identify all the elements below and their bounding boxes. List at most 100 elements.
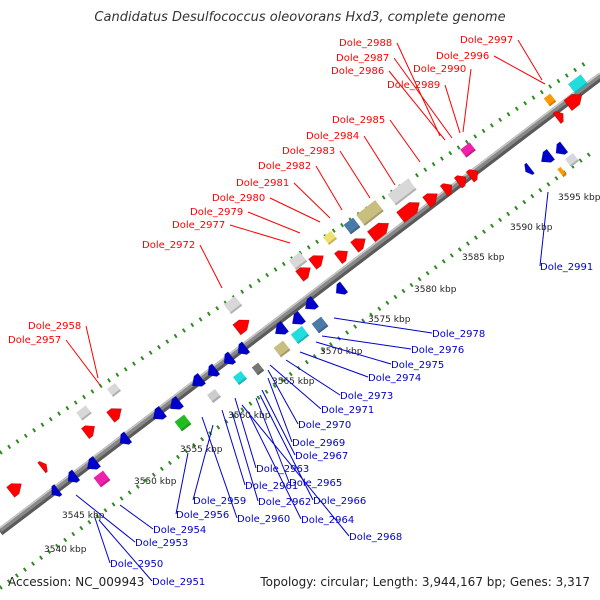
leader-dole-2953	[75, 494, 136, 543]
feature-box-11-shade	[548, 99, 557, 107]
feature-box-19	[290, 325, 310, 345]
locus-label-dole-2977: Dole_2977	[172, 220, 225, 231]
feature-box-13-shade	[562, 173, 567, 178]
feature-box-1-shade	[81, 411, 92, 421]
genome-backbone	[0, 73, 600, 532]
feature-box-6	[343, 217, 361, 235]
leader-dole-2983	[339, 150, 371, 199]
scale-label-3595-kbp: 3595 kbp	[558, 193, 600, 203]
feature-box-14	[93, 470, 111, 488]
leader-dole-2960	[201, 416, 238, 519]
upper-gene-12	[422, 193, 438, 208]
leader-dole-2970	[267, 369, 299, 425]
backbone-highlight	[0, 72, 600, 529]
upper-gene-16	[563, 93, 583, 112]
scale-label-3590-kbp: 3590 kbp	[510, 223, 553, 233]
scale-label-3580-kbp: 3580 kbp	[414, 285, 457, 295]
feature-box-4	[288, 251, 308, 271]
locus-label-dole-2971: Dole_2971	[321, 405, 374, 416]
leader-dole-2972	[199, 244, 223, 289]
leader-dole-2951	[98, 519, 153, 582]
leader-dole-2984	[363, 135, 396, 186]
leader-dole-2966	[259, 394, 314, 501]
locus-label-dole-2976: Dole_2976	[411, 345, 464, 356]
feature-box-15-shade	[180, 422, 192, 432]
leader-dole-2978	[333, 317, 433, 334]
locus-label-dole-2988: Dole_2988	[339, 38, 392, 49]
accession-text: Accession: NC_009943	[8, 575, 145, 589]
outer-tick-ring	[0, 58, 592, 455]
leader-dole-2950	[94, 517, 111, 564]
feature-box-16	[206, 388, 222, 404]
locus-label-dole-2980: Dole_2980	[212, 193, 265, 204]
leader-dole-2976	[321, 335, 412, 350]
leader-dole-2981	[293, 182, 331, 219]
feature-box-9-shade	[465, 148, 476, 158]
scale-label-3545-kbp: 3545 kbp	[62, 511, 105, 521]
leader-dole-2985	[389, 119, 421, 163]
lower-gene-4	[119, 431, 133, 445]
locus-label-dole-2953: Dole_2953	[135, 538, 188, 549]
feature-box-3-shade	[229, 303, 243, 315]
locus-label-dole-2957: Dole_2957	[8, 335, 61, 346]
leader-dole-2965	[255, 397, 290, 483]
feature-box-2-shade	[111, 389, 122, 398]
inner-tick-ring	[0, 148, 597, 590]
leader-dole-2980	[269, 197, 321, 223]
leader-dole-2964	[249, 415, 302, 520]
genome-title: Candidatus Desulfococcus oleovorans Hxd3…	[94, 10, 506, 25]
upper-gene-5	[232, 319, 250, 336]
feature-box-20-shade	[317, 324, 329, 334]
locus-label-dole-2966: Dole_2966	[313, 496, 366, 507]
scale-label-3550-kbp: 3550 kbp	[134, 477, 177, 487]
locus-label-dole-2975: Dole_2975	[391, 360, 444, 371]
upper-gene-15	[465, 169, 479, 183]
upper-gene-7	[308, 255, 324, 270]
upper-gene-1	[6, 483, 22, 498]
locus-label-dole-2959: Dole_2959	[193, 496, 246, 507]
locus-label-dole-2991: Dole_2991	[540, 262, 593, 273]
feature-box-1	[76, 405, 92, 421]
feature-box-12-shade	[569, 159, 580, 168]
feature-box-16-shade	[211, 395, 222, 404]
feature-box-17-shade	[237, 377, 248, 386]
lower-gene-2	[67, 469, 81, 483]
locus-label-dole-2978: Dole_2978	[432, 329, 485, 340]
lower-gene-7	[191, 372, 207, 387]
leader-dole-2954	[119, 504, 154, 530]
leader-dole-2967	[261, 389, 296, 456]
feature-box-7-shade	[363, 209, 384, 226]
locus-label-dole-2985: Dole_2985	[332, 115, 385, 126]
leader-dole-2961	[221, 409, 246, 486]
feature-box-14-shade	[99, 478, 111, 488]
locus-label-dole-2986: Dole_2986	[331, 66, 384, 77]
leader-dole-2987	[393, 57, 453, 139]
locus-label-dole-2950: Dole_2950	[110, 559, 163, 570]
feature-box-18-shade	[279, 348, 291, 358]
lower-gene-11	[274, 320, 290, 335]
feature-box-5	[322, 230, 338, 246]
leader-dole-2996	[493, 55, 546, 85]
locus-label-dole-2990: Dole_2990	[413, 64, 466, 75]
upper-gene-6	[295, 267, 311, 282]
feature-box-12	[564, 152, 580, 168]
upper-gene-4	[106, 408, 122, 423]
feature-box-13	[557, 166, 567, 178]
lower-gene-10	[237, 341, 251, 355]
leader-dole-2977	[229, 224, 291, 244]
lower-gene-1	[51, 483, 63, 497]
feature-box-10	[568, 74, 588, 94]
leader-dole-2969	[267, 377, 293, 443]
leader-dole-2958	[85, 325, 99, 379]
leader-dole-2973	[285, 359, 341, 396]
leader-dole-2991	[539, 191, 549, 267]
lower-gene-6	[169, 395, 185, 410]
scale-label-3560-kbp: 3560 kbp	[228, 411, 271, 421]
leader-dole-2982	[315, 165, 343, 211]
leader-dole-2962	[231, 411, 259, 502]
feature-box-20	[311, 316, 329, 334]
locus-label-dole-2974: Dole_2974	[368, 373, 421, 384]
leader-dole-2997	[517, 39, 543, 81]
feature-box-7	[356, 200, 384, 226]
